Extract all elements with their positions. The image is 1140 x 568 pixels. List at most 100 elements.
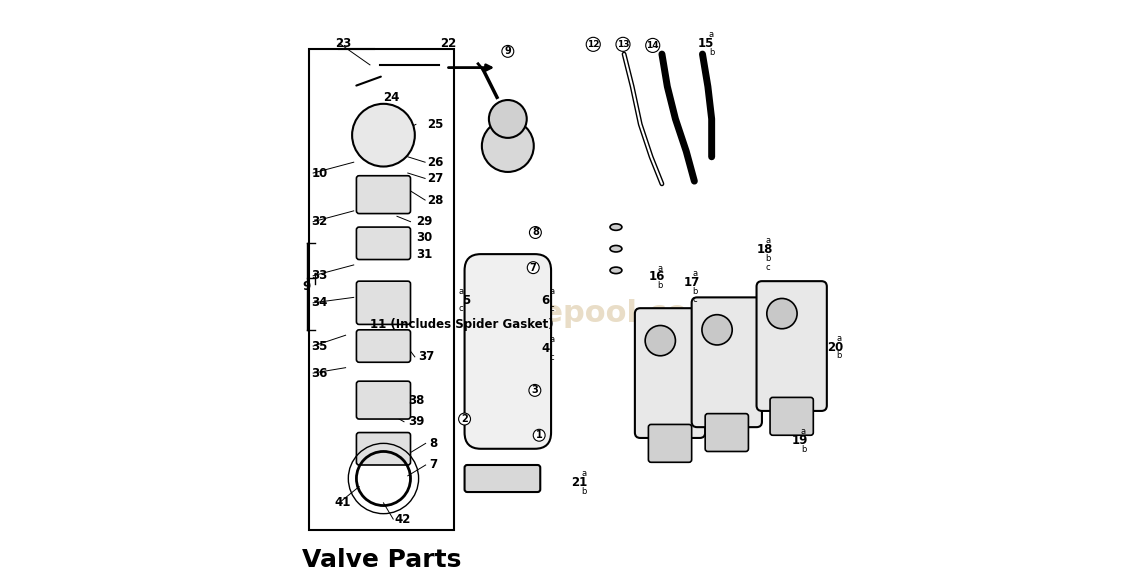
Text: b: b	[658, 281, 663, 290]
Text: b: b	[709, 48, 715, 57]
Text: 4: 4	[542, 343, 549, 355]
Circle shape	[482, 120, 534, 172]
Text: 18: 18	[757, 243, 773, 256]
FancyBboxPatch shape	[692, 298, 762, 427]
Text: 8: 8	[430, 437, 438, 450]
Text: c: c	[766, 263, 771, 272]
Text: 35: 35	[311, 340, 328, 353]
Text: 5: 5	[462, 294, 470, 307]
Text: 6: 6	[542, 294, 549, 307]
Circle shape	[534, 429, 545, 441]
Text: 33: 33	[311, 269, 328, 282]
Circle shape	[529, 385, 540, 396]
Text: 13: 13	[617, 40, 629, 49]
Ellipse shape	[610, 267, 622, 274]
FancyBboxPatch shape	[770, 398, 813, 435]
Text: a: a	[693, 269, 698, 278]
Text: 24: 24	[383, 91, 400, 104]
FancyBboxPatch shape	[757, 281, 826, 411]
Text: 9: 9	[504, 47, 511, 56]
Text: c: c	[458, 304, 463, 314]
Text: 42: 42	[394, 512, 410, 525]
Text: inthepool.co: inthepool.co	[474, 299, 687, 328]
Text: 15: 15	[698, 37, 715, 50]
FancyBboxPatch shape	[635, 308, 706, 438]
Text: 17: 17	[684, 275, 700, 289]
FancyBboxPatch shape	[357, 227, 410, 260]
Text: 28: 28	[426, 194, 443, 207]
FancyBboxPatch shape	[706, 414, 749, 452]
Ellipse shape	[610, 224, 622, 231]
Text: 12: 12	[587, 40, 600, 49]
Text: 9: 9	[302, 280, 310, 293]
Text: a: a	[549, 287, 554, 296]
Text: 7: 7	[530, 262, 537, 273]
FancyBboxPatch shape	[357, 330, 410, 362]
Text: 20: 20	[826, 341, 844, 354]
FancyBboxPatch shape	[357, 176, 410, 214]
Text: 37: 37	[418, 350, 434, 364]
Circle shape	[702, 315, 732, 345]
Text: b: b	[693, 287, 698, 295]
Text: 14: 14	[646, 41, 659, 50]
Circle shape	[645, 325, 675, 356]
Circle shape	[586, 37, 601, 51]
Circle shape	[616, 37, 630, 51]
FancyBboxPatch shape	[649, 424, 692, 462]
Text: 25: 25	[426, 118, 443, 131]
Circle shape	[502, 45, 514, 57]
Text: a: a	[766, 236, 771, 245]
Text: 7: 7	[430, 458, 438, 471]
Text: 41: 41	[335, 496, 351, 509]
FancyBboxPatch shape	[465, 465, 540, 492]
Text: 30: 30	[416, 231, 432, 244]
Text: a: a	[658, 264, 662, 273]
Circle shape	[528, 262, 539, 274]
Circle shape	[767, 298, 797, 329]
Text: 31: 31	[416, 248, 432, 261]
Text: c: c	[549, 304, 554, 314]
Text: b: b	[836, 352, 841, 361]
Text: b: b	[581, 487, 587, 496]
Text: 27: 27	[426, 172, 443, 185]
Circle shape	[458, 413, 471, 425]
FancyBboxPatch shape	[357, 433, 410, 465]
Text: 38: 38	[408, 394, 424, 407]
Text: a: a	[581, 469, 586, 478]
Text: a: a	[836, 334, 841, 343]
Text: 10: 10	[311, 166, 328, 179]
Text: 34: 34	[311, 296, 328, 310]
Text: 29: 29	[416, 215, 432, 228]
Text: a: a	[458, 287, 463, 296]
Text: 3: 3	[531, 385, 538, 395]
FancyBboxPatch shape	[465, 254, 551, 449]
Text: 8: 8	[532, 228, 539, 237]
Text: a: a	[549, 336, 554, 344]
Circle shape	[489, 100, 527, 138]
Text: 2: 2	[462, 414, 467, 424]
Text: 39: 39	[408, 415, 424, 428]
Text: c: c	[549, 353, 554, 362]
Ellipse shape	[610, 245, 622, 252]
Text: 36: 36	[311, 366, 328, 379]
Text: b: b	[801, 445, 806, 454]
FancyBboxPatch shape	[357, 381, 410, 419]
FancyBboxPatch shape	[309, 49, 454, 530]
Text: 11 (Includes Spider Gasket): 11 (Includes Spider Gasket)	[370, 318, 554, 331]
FancyBboxPatch shape	[357, 281, 410, 324]
Circle shape	[645, 39, 660, 52]
Text: c: c	[693, 295, 698, 304]
Circle shape	[352, 104, 415, 166]
Text: 21: 21	[571, 476, 587, 489]
Text: a: a	[801, 427, 806, 436]
Text: b: b	[766, 254, 771, 263]
Text: 1: 1	[536, 430, 543, 440]
Text: Valve Parts: Valve Parts	[302, 548, 462, 568]
Text: 23: 23	[335, 37, 351, 50]
Text: 22: 22	[440, 37, 456, 50]
Text: 26: 26	[426, 156, 443, 169]
Text: 19: 19	[791, 434, 808, 447]
Text: a: a	[709, 30, 714, 39]
Text: 16: 16	[649, 270, 665, 283]
Text: 32: 32	[311, 215, 328, 228]
